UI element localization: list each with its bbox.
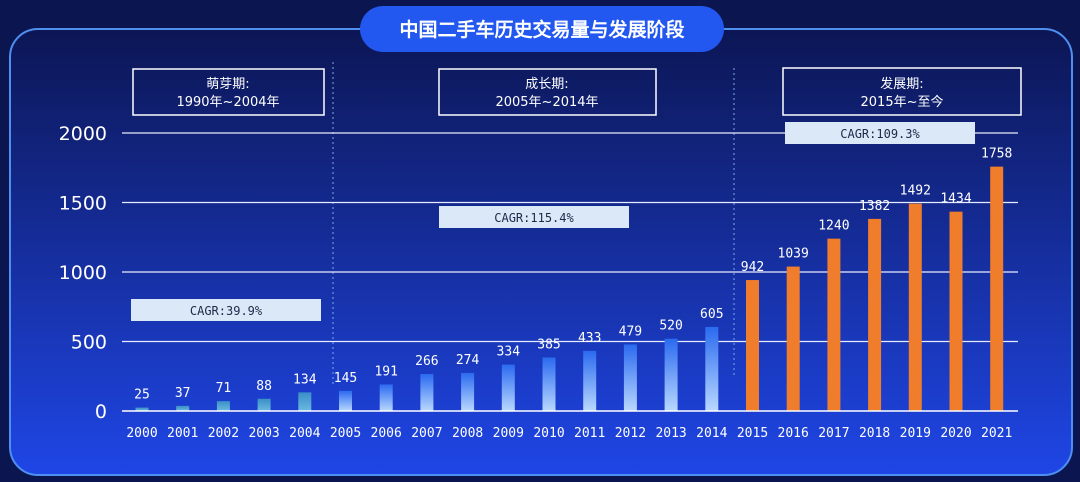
bar-value-label: 88	[256, 379, 272, 394]
y-tick-label: 500	[71, 332, 107, 354]
x-tick-label: 2015	[737, 426, 768, 441]
phase-box-embryonic: 萌芽期: 1990年~2004年	[132, 68, 325, 116]
bar	[216, 401, 230, 411]
phase-box-development: 发展期: 2015年~至今	[782, 67, 1022, 116]
x-axis: 2000 2001 2002 2003 2004 2005 2006 2007 2008 2009…	[126, 426, 1012, 441]
bar	[746, 280, 759, 411]
bar-value-label: 1492	[900, 184, 931, 199]
bar-value-label: 385	[537, 337, 560, 352]
cagr-label: CAGR:109.3%	[840, 127, 920, 141]
bar	[542, 357, 556, 411]
bar-value-label: 71	[216, 381, 232, 396]
x-tick-label: 2016	[778, 426, 809, 441]
y-tick-label: 1500	[59, 193, 107, 215]
cagr-label: CAGR:115.4%	[494, 211, 574, 225]
bar	[379, 384, 393, 411]
x-tick-label: 2009	[493, 426, 524, 441]
bar	[461, 372, 475, 411]
bar-value-label: 1382	[859, 199, 890, 214]
bar-value-label: 942	[741, 260, 764, 275]
cagr-box-growth: CAGR:115.4%	[439, 206, 629, 228]
y-axis: 0 500 1000 1500 2000	[59, 123, 107, 423]
phase-box-growth: 成长期: 2005年~2014年	[438, 68, 657, 116]
chart-title: 中国二手车历史交易量与发展阶段	[399, 18, 685, 41]
x-tick-label: 2020	[940, 426, 971, 441]
bar	[298, 392, 312, 411]
bar-value-label: 1434	[940, 192, 971, 207]
y-tick-label: 2000	[59, 123, 107, 145]
x-tick-label: 2008	[452, 426, 483, 441]
y-tick-label: 1000	[59, 262, 107, 284]
bar-value-label: 334	[497, 345, 521, 360]
bar	[990, 166, 1004, 411]
bar	[501, 364, 515, 411]
x-tick-label: 2019	[900, 426, 931, 441]
bar-value-label: 1039	[778, 247, 809, 262]
bar-value-label: 134	[293, 372, 317, 387]
x-tick-label: 2006	[371, 426, 402, 441]
bar	[786, 266, 800, 411]
x-tick-label: 2007	[411, 426, 442, 441]
title-pill	[360, 6, 724, 52]
y-tick-label: 0	[95, 401, 107, 423]
x-tick-label: 2017	[818, 426, 849, 441]
x-tick-label: 2004	[289, 426, 320, 441]
cagr-label: CAGR:39.9%	[190, 304, 263, 318]
cagr-box-embryonic: CAGR:39.9%	[131, 299, 321, 321]
bar-value-label: 25	[134, 388, 150, 403]
bar	[705, 326, 719, 411]
bar-value-label: 37	[175, 386, 191, 401]
value-labels: 25 37 71 88 134 145 191 266 274 334 385 433 479 520 60…	[134, 147, 1012, 403]
x-tick-label: 2001	[167, 426, 198, 441]
bar	[868, 218, 882, 411]
phase-range: 2005年~2014年	[495, 95, 598, 110]
x-tick-label: 2018	[859, 426, 890, 441]
x-tick-label: 2002	[208, 426, 239, 441]
x-tick-label: 2011	[574, 426, 605, 441]
bar-value-label: 274	[456, 353, 480, 368]
bar-value-label: 433	[578, 331, 601, 346]
x-tick-label: 2013	[655, 426, 686, 441]
bar-value-label: 145	[334, 371, 357, 386]
bar	[583, 350, 597, 411]
phase-range: 2015年~至今	[861, 94, 944, 110]
bar-value-label: 1240	[818, 219, 849, 234]
phase-name: 萌芽期:	[206, 77, 249, 92]
x-tick-label: 2005	[330, 426, 361, 441]
phase-name: 发展期:	[880, 76, 923, 92]
phase-range: 1990年~2004年	[176, 95, 279, 110]
phase-name: 成长期:	[525, 77, 568, 92]
bar	[908, 203, 922, 411]
bar	[257, 398, 271, 411]
x-tick-label: 2012	[615, 426, 646, 441]
bar-value-label: 520	[659, 319, 682, 334]
x-tick-label: 2014	[696, 426, 727, 441]
cagr-box-development: CAGR:109.3%	[785, 122, 975, 144]
bar	[623, 344, 637, 411]
bar	[949, 211, 963, 411]
bar-value-label: 479	[619, 324, 642, 339]
bar-value-label: 266	[415, 354, 438, 369]
bar-value-label: 605	[700, 307, 723, 322]
x-tick-label: 2021	[981, 426, 1012, 441]
bar	[135, 407, 149, 411]
x-tick-label: 2010	[533, 426, 564, 441]
bar-value-label: 191	[374, 364, 397, 379]
bar	[420, 374, 434, 411]
bar	[664, 338, 678, 411]
bar	[176, 405, 190, 411]
bars	[135, 166, 1004, 411]
bar	[827, 238, 841, 411]
bar	[339, 390, 352, 411]
x-tick-label: 2003	[248, 426, 279, 441]
x-tick-label: 2000	[126, 426, 157, 441]
bar-value-label: 1758	[981, 147, 1012, 162]
